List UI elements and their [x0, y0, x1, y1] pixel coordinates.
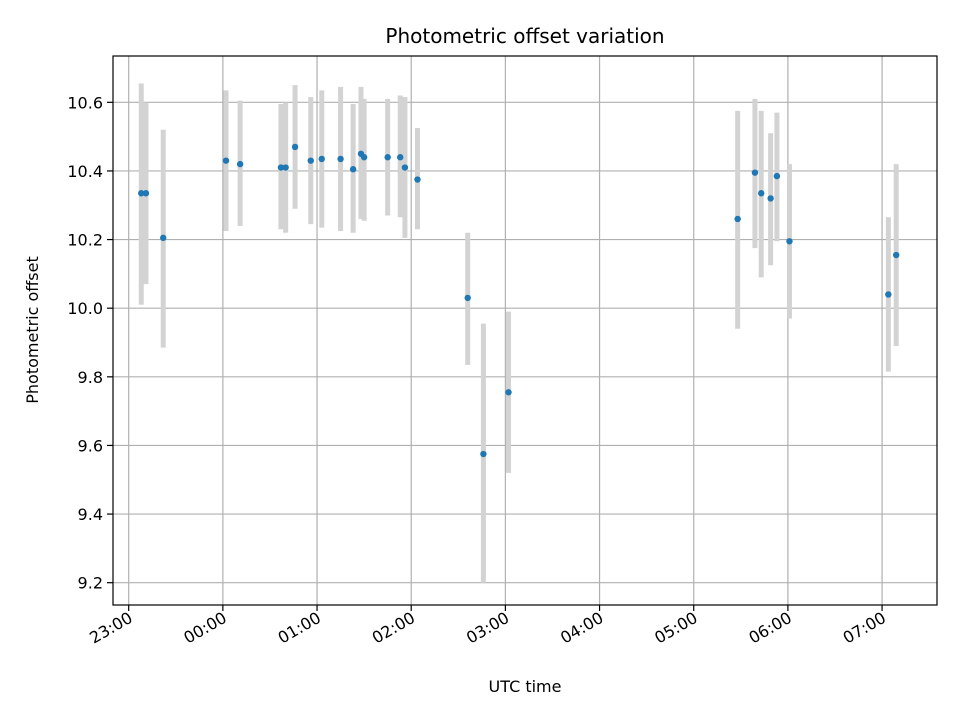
data-point	[751, 169, 759, 176]
plot-frame	[112, 55, 938, 606]
data-point	[758, 190, 765, 197]
data-point	[885, 291, 892, 298]
y-tick-label: 9.8	[78, 368, 103, 387]
data-point	[414, 176, 421, 183]
data-point	[360, 154, 368, 161]
data-point	[349, 166, 357, 173]
data-point	[138, 190, 145, 197]
y-tick-label: 9.4	[78, 505, 103, 524]
y-axis-ticks: 9.2 9.4 9.6 9.8 10.0 10.2 10.4 10.6	[67, 93, 113, 593]
data-point	[318, 155, 325, 163]
y-tick-label: 10.4	[67, 162, 103, 181]
data-point	[505, 389, 512, 396]
data-point	[397, 154, 404, 161]
data-point	[236, 160, 244, 168]
data-point	[384, 154, 391, 161]
data-point	[480, 450, 487, 458]
data-point	[773, 172, 781, 180]
chart-title: Photometric offset variation	[385, 24, 664, 48]
data-point	[337, 155, 344, 163]
y-tick-label: 10.6	[67, 93, 103, 112]
data-points	[138, 143, 900, 458]
x-axis-label: UTC time	[489, 677, 562, 696]
data-point	[307, 157, 314, 164]
y-tick-label: 10.2	[67, 231, 103, 250]
data-point	[767, 195, 774, 202]
data-point	[734, 215, 741, 223]
data-point	[401, 164, 409, 171]
data-point	[291, 143, 299, 151]
y-tick-label: 10.0	[67, 299, 103, 318]
grid	[113, 56, 937, 605]
y-axis-label: Photometric offset	[23, 256, 42, 404]
data-point	[786, 238, 793, 245]
data-point	[160, 234, 167, 242]
data-point	[142, 190, 150, 197]
data-point	[282, 164, 289, 171]
y-tick-label: 9.6	[78, 436, 103, 455]
y-tick-label: 9.2	[78, 574, 103, 593]
data-point	[222, 157, 230, 164]
data-point	[277, 164, 285, 171]
data-point	[892, 251, 900, 259]
data-point	[464, 294, 471, 302]
